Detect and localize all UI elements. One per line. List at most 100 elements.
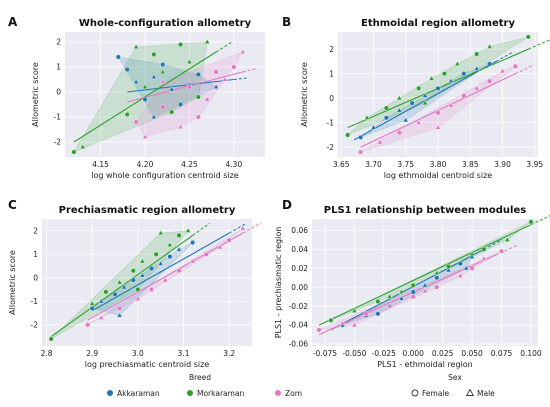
data-point-male	[351, 321, 358, 328]
data-point-male	[162, 276, 169, 283]
data-point-female	[213, 69, 219, 75]
legend-label: Morkaraman	[197, 389, 245, 398]
data-point-male	[376, 139, 383, 145]
data-point-female	[383, 115, 389, 121]
data-point-female	[358, 134, 364, 140]
data-point-female	[176, 268, 182, 274]
x-tick-label: 3.65	[333, 160, 350, 169]
fit-extension-akkaraman	[233, 77, 247, 80]
y-tick-label: 2	[33, 226, 38, 235]
data-point-male	[142, 133, 148, 139]
data-point-female	[528, 219, 534, 225]
legend-label: Zom	[285, 389, 302, 398]
data-point-female	[133, 119, 139, 125]
legend: Breed Akkaraman Morkaraman Zom Sex Female Male	[107, 373, 495, 398]
data-point-male	[422, 92, 429, 98]
x-tick-label: -0.025	[372, 349, 396, 358]
data-point-male	[499, 68, 506, 74]
data-point-male	[177, 123, 184, 129]
data-point-female	[226, 237, 232, 243]
data-point-female	[446, 263, 452, 269]
data-point-female	[461, 93, 467, 99]
data-point-male	[454, 60, 461, 66]
x-tick-label: 3.70	[365, 160, 382, 169]
y-tick-label: -0.02	[289, 302, 309, 311]
panel-title: Whole-configuration allometry	[79, 18, 252, 29]
data-point-male	[386, 293, 393, 299]
data-point-male	[386, 302, 393, 309]
x-tick-label: 3.80	[430, 160, 447, 169]
y-tick-label: 0.00	[291, 283, 308, 292]
data-point-female	[409, 100, 415, 106]
data-point-female	[103, 289, 109, 295]
y-axis-label: PLS1 - prechiasmatic region	[274, 227, 283, 339]
data-point-male	[159, 68, 166, 74]
data-point-male	[396, 107, 403, 113]
data-point-female	[499, 248, 505, 254]
x-tick-label: 3.90	[494, 160, 511, 169]
data-point-male	[396, 94, 403, 101]
data-point-male	[398, 288, 405, 294]
data-point-female	[487, 61, 493, 67]
data-point-female	[160, 62, 166, 68]
data-point-female	[461, 71, 467, 77]
panel-letter: D	[282, 198, 292, 212]
fit-extension-morkaraman	[192, 222, 210, 236]
data-point-male	[98, 298, 105, 304]
x-tick-label: 0.025	[432, 349, 454, 358]
data-point-male	[473, 65, 480, 71]
data-point-female	[410, 282, 416, 288]
x-tick-label: 4.25	[181, 160, 198, 169]
data-point-male	[79, 143, 86, 149]
x-axis-label: log whole configuration centroid size	[91, 171, 239, 180]
x-tick-label: 3.85	[462, 160, 479, 169]
data-point-male	[116, 279, 123, 285]
data-point-female	[142, 96, 148, 102]
data-point-male	[422, 99, 429, 106]
data-point-female	[169, 109, 175, 115]
panel-b: 3.65 3.70 3.75 3.80 3.85 3.90 3.95 -2 -1 0 1 2 Ethmo…	[282, 15, 550, 180]
y-tick-label: 1	[56, 63, 61, 72]
panel-title: PLS1 relationship between modules	[324, 205, 526, 216]
data-point-male	[222, 76, 228, 82]
y-tick-label: 0	[56, 88, 61, 97]
legend-title-sex: Sex	[448, 373, 462, 382]
data-point-male	[159, 78, 166, 84]
y-tick-label: 0.04	[291, 245, 308, 254]
y-tick-label: -2	[54, 138, 62, 147]
data-point-female	[130, 268, 136, 274]
data-point-male	[134, 295, 141, 301]
fit-line-akkaraman	[127, 78, 234, 93]
fit-line-morkaraman	[50, 235, 193, 338]
y-tick-label: -1	[54, 113, 62, 122]
x-tick-label: 3.75	[397, 160, 414, 169]
data-point-female	[434, 275, 440, 281]
x-axis-label: log ethmoidal centroid size	[384, 171, 492, 180]
data-point-female	[363, 311, 369, 317]
data-point-male	[189, 258, 196, 264]
plot-area	[65, 32, 265, 157]
x-tick-label: 0.050	[461, 349, 483, 358]
data-point-male	[433, 269, 440, 276]
data-point-male	[98, 314, 105, 320]
data-point-male	[116, 312, 123, 318]
data-point-female	[130, 277, 136, 283]
panel-a: 4.15 4.20 4.25 4.30 -2 -1 0 1 2 Whole-configurati…	[8, 15, 265, 180]
data-point-male	[422, 287, 428, 294]
data-point-female	[410, 294, 416, 300]
data-point-male	[150, 73, 157, 79]
data-point-female	[203, 251, 209, 257]
data-point-female	[151, 52, 157, 58]
data-point-male	[447, 77, 454, 84]
data-point-male	[339, 320, 346, 326]
data-point-female	[525, 34, 531, 40]
data-point-female	[124, 66, 130, 72]
x-tick-label: -0.050	[342, 349, 366, 358]
fit-line-akkaraman	[91, 232, 230, 312]
legend-label: Female	[422, 389, 450, 398]
data-point-female	[48, 336, 54, 342]
x-tick-label: 3.0	[132, 349, 144, 358]
data-point-male	[186, 58, 193, 64]
data-point-female	[160, 104, 166, 110]
data-point-female	[375, 311, 381, 317]
